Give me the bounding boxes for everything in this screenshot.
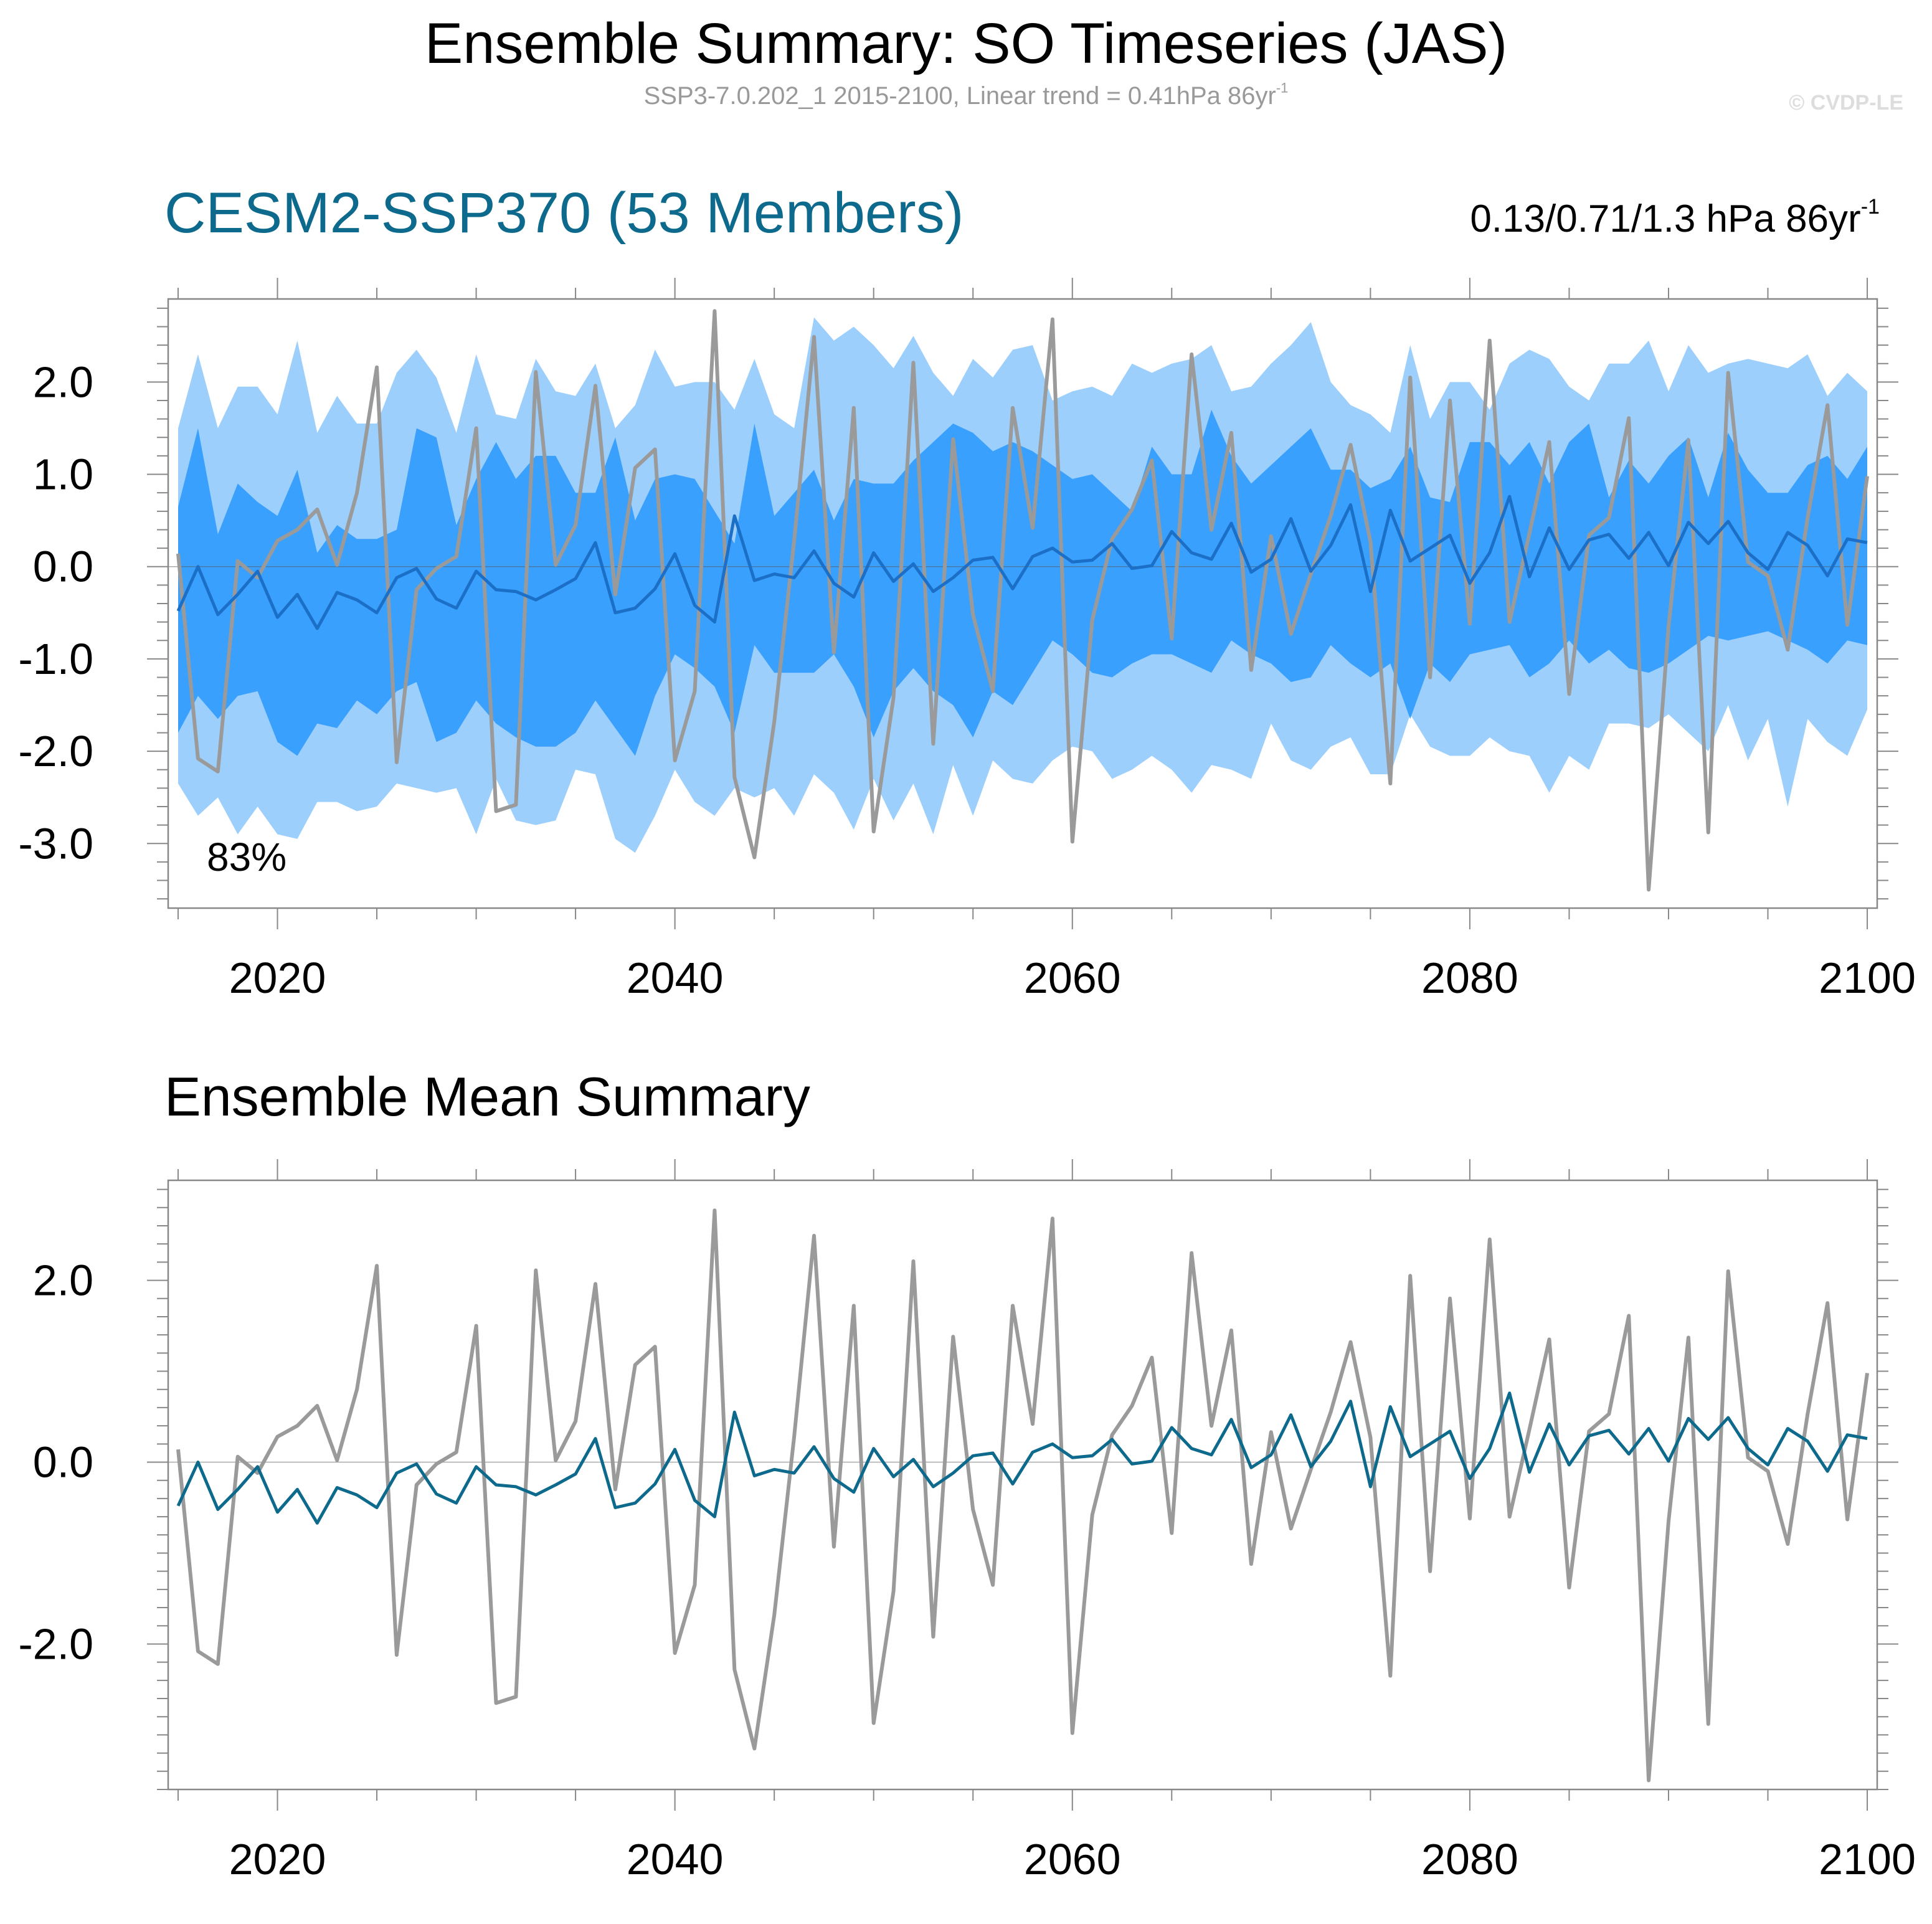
y-tick-label-top: 1.0 (33, 450, 93, 499)
ensemble-mean-series-line-top (176, 495, 1868, 630)
panel-top-plot: 2020 2040 2060 2080 2100 2.0 1.0 0.0 -1.0 -2.0 -3.… (18, 278, 1916, 1002)
x-tick-label-bottom: 2060 (1024, 1835, 1121, 1884)
x-tick-label-bottom: 2100 (1819, 1835, 1916, 1884)
panel-top-title: CESM2-SSP370 (53 Members) (164, 181, 964, 245)
y-tick-label-top: 2.0 (33, 358, 93, 406)
band-inner-range (178, 409, 1867, 756)
y-tick-label-bottom: 2.0 (33, 1256, 93, 1305)
x-tick-label-top: 2040 (627, 954, 724, 1002)
x-tick-label-top: 2060 (1024, 954, 1121, 1002)
subtitle-text: SSP3-7.0.202_1 2015-2100, Linear trend =… (643, 82, 1276, 110)
watermark: © CVDP-LE (1789, 91, 1903, 115)
x-tick-label-bottom: 2080 (1421, 1835, 1518, 1884)
x-tick-label-bottom: 2020 (229, 1835, 326, 1884)
trend-superscript: -1 (1860, 195, 1880, 219)
plot-frame-bottom (167, 1179, 1878, 1791)
x-tick-label-top: 2020 (229, 954, 326, 1002)
observed-series-line-top (176, 309, 1869, 892)
x-tick-label-top: 2100 (1819, 954, 1916, 1002)
ensemble-mean-series-line-bottom (176, 1391, 1868, 1525)
main-title: Ensemble Summary: SO Timeseries (JAS) (424, 12, 1508, 75)
y-tick-label-top: -2.0 (18, 727, 93, 775)
subtitle: SSP3-7.0.202_1 2015-2100, Linear trend =… (0, 80, 1932, 110)
subtitle-superscript: -1 (1276, 80, 1289, 96)
panel-top-trend-label: 0.13/0.71/1.3 hPa 86yr-1 (1470, 195, 1880, 241)
y-tick-label-top: -3.0 (18, 819, 93, 868)
x-tick-label-bottom: 2040 (627, 1835, 724, 1884)
y-tick-label-top: -1.0 (18, 635, 93, 683)
y-tick-label-top: 0.0 (33, 543, 93, 591)
x-tick-label-top: 2080 (1421, 954, 1518, 1002)
trend-text: 0.13/0.71/1.3 hPa 86yr (1470, 197, 1861, 240)
observed-series-line-bottom (176, 1208, 1869, 1783)
percent-label: 83% (207, 835, 286, 879)
panel-bottom-title: Ensemble Mean Summary (164, 1066, 810, 1127)
panel-bottom-plot: 2020 2040 2060 2080 2100 2.0 0.0 -2.0 (18, 1159, 1916, 1884)
y-tick-label-bottom: -2.0 (18, 1619, 93, 1668)
y-tick-label-bottom: 0.0 (33, 1438, 93, 1487)
